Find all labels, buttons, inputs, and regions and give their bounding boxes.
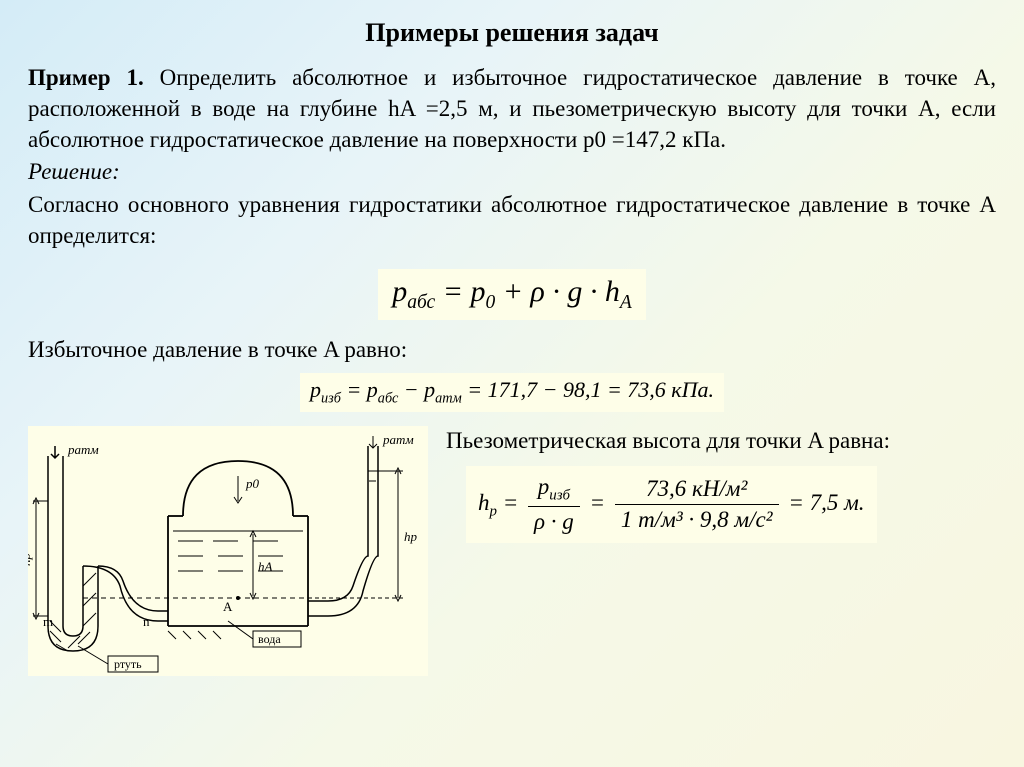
diagram: hp pатм [28, 426, 428, 676]
label-hp-left: hp [28, 552, 33, 566]
problem-body: Определить абсолютное и избыточное гидро… [28, 65, 996, 152]
equation-3: hp = pизб ρ · g = 73,6 кН/м² 1 т/м³ · 9,… [466, 466, 877, 544]
label-patm-right: pатм [382, 432, 414, 447]
equation-1: pабс = p0 + ρ · g · hA [378, 269, 646, 320]
problem-lead: Пример 1. [28, 65, 144, 90]
paragraph-1: Согласно основного уравнения гидростатик… [28, 189, 996, 251]
equation-2-wrap: pизб = pабс − pатм = 171,7 − 98,1 = 73,6… [28, 373, 996, 411]
paragraph-2: Избыточное давление в точке A равно: [28, 334, 996, 365]
lower-row: hp pатм [28, 426, 996, 676]
label-A: A [223, 599, 233, 614]
page-title: Примеры решения задач [28, 18, 996, 48]
label-hA: hA [258, 559, 273, 574]
label-mercury: ртуть [114, 657, 142, 671]
equation-2: pизб = pабс − pатм = 171,7 − 98,1 = 73,6… [300, 373, 724, 411]
label-m: m [43, 614, 53, 629]
solution-label: Решение: [28, 159, 996, 185]
label-patm-left: pатм [67, 442, 99, 457]
label-p0: p0 [245, 476, 260, 491]
label-hp-right: hp [404, 529, 418, 544]
label-n: n [143, 614, 150, 629]
right-column: Пьезометрическая высота для точки A равн… [446, 426, 996, 543]
problem-statement: Пример 1. Определить абсолютное и избыто… [28, 62, 996, 155]
equation-1-wrap: pабс = p0 + ρ · g · hA [28, 269, 996, 320]
paragraph-3: Пьезометрическая высота для точки A равн… [446, 426, 996, 456]
label-water: вода [258, 632, 281, 646]
